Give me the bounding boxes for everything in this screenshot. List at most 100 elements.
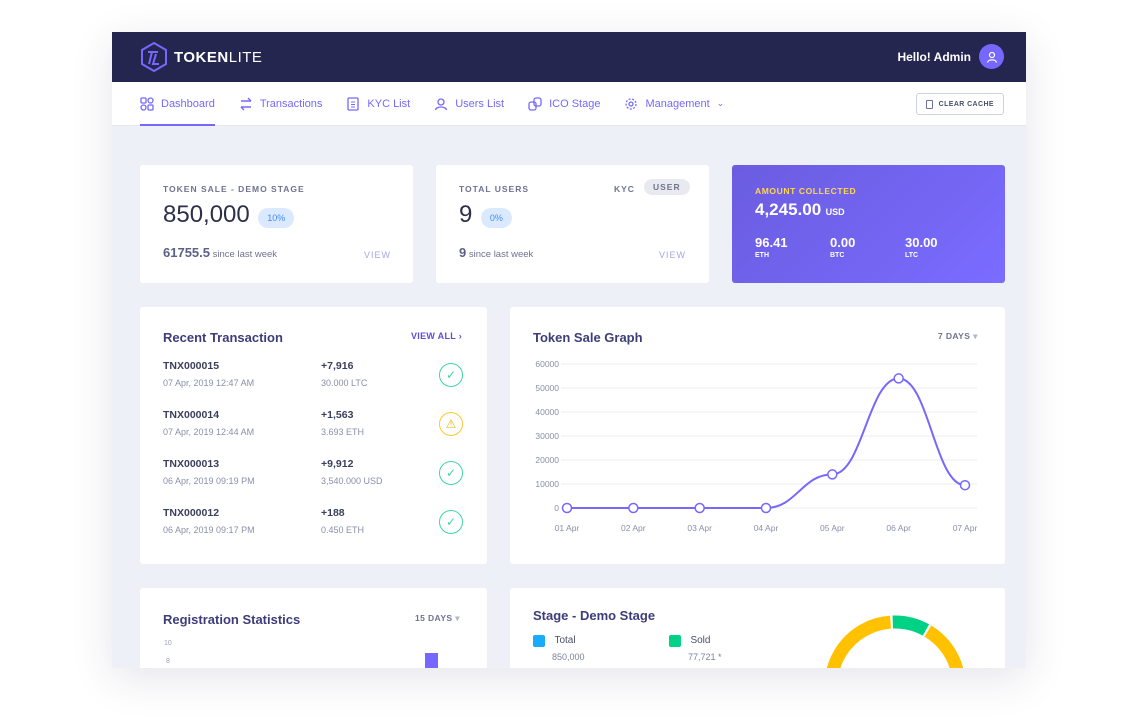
nav-kyc-list[interactable]: KYC List: [346, 82, 410, 126]
total-users-card: TOTAL USERS KYC USER 9 0% 9 since last w…: [436, 165, 709, 283]
amount-label: AMOUNT COLLECTED: [755, 186, 857, 196]
recent-title: Recent Transaction: [163, 330, 283, 345]
stage-donut-chart: [826, 615, 964, 668]
x-tick-label: 06 Apr: [886, 523, 911, 533]
legend-total: Total 850,000: [533, 632, 585, 663]
donut-unsold-segment: [826, 615, 964, 668]
nav-label: Users List: [455, 97, 505, 110]
tx-date: 06 Apr, 2019 09:17 PM: [163, 525, 255, 535]
x-tick-label: 05 Apr: [820, 523, 845, 533]
legend-swatch-total: [533, 634, 545, 647]
transaction-row[interactable]: TNX000015 07 Apr, 2019 12:47 AM +7,916 30.0…: [163, 360, 463, 409]
tx-currency: 3,540.000 USD: [321, 476, 383, 486]
users-pct-badge: 0%: [480, 207, 512, 228]
clipboard-icon: [925, 99, 933, 109]
transaction-row[interactable]: TNX000013 06 Apr, 2019 09:19 PM +9,912 3,54…: [163, 458, 463, 507]
token-sale-pct-badge: 10%: [258, 207, 295, 228]
tx-id: TNX000012: [163, 507, 220, 519]
amount-value: 4,245.00: [755, 200, 822, 219]
gear-icon: [625, 97, 638, 110]
data-point: [893, 373, 904, 384]
legend-label: Sold: [690, 635, 711, 647]
tx-date: 07 Apr, 2019 12:47 AM: [163, 378, 255, 388]
donut-sold-segment: [892, 615, 930, 636]
registration-stats-card: Registration Statistics 15 DAYS 10 8: [140, 588, 487, 668]
stage-card: Stage - Demo Stage Total 850,000 Sold 77…: [510, 588, 1005, 668]
data-point: [760, 502, 772, 514]
token-sale-line-chart: 0 10000 20000 30000 40000 50000 60000 01 Apr 02 …: [535, 359, 977, 533]
top-header: TOKEN LITE Hello! Admin: [112, 32, 1026, 82]
coin-btc: 0.00 BTC: [830, 235, 855, 259]
coin-name: BTC: [830, 252, 845, 259]
week-value: 61755.5: [163, 245, 210, 260]
y-tick-label: 50000: [535, 383, 559, 393]
recent-transactions-card: Recent Transaction VIEW ALL › TNX000015 0…: [140, 307, 487, 564]
transaction-row[interactable]: TNX000014 07 Apr, 2019 12:44 AM +1,563 3.69…: [163, 409, 463, 458]
coin-value: 96.41: [755, 235, 788, 250]
legend-value: 850,000: [552, 652, 585, 662]
coin-eth: 96.41 ETH: [755, 235, 788, 259]
tab-kyc[interactable]: KYC: [614, 184, 635, 194]
brand-name-bold: TOKEN: [174, 48, 229, 66]
tx-amount: +188: [321, 507, 345, 519]
token-sale-view-link[interactable]: VIEW: [364, 250, 392, 260]
grid-icon: [140, 96, 154, 111]
data-point: [694, 502, 705, 514]
view-all-label: VIEW ALL: [411, 331, 456, 341]
amount-collected-card: AMOUNT COLLECTED 4,245.00 USD 96.41 ETH 0…: [732, 165, 1005, 283]
swap-icon: [240, 97, 252, 110]
legend-value: 77,721 *: [688, 652, 722, 662]
nav-label: KYC List: [367, 97, 411, 110]
user-menu[interactable]: Hello! Admin: [897, 44, 1004, 69]
nav-ico-stage[interactable]: ICO Stage: [528, 82, 600, 126]
y-tick-label: 40000: [535, 407, 559, 417]
brand-logo[interactable]: TOKEN LITE: [140, 42, 262, 72]
clear-cache-label: CLEAR CACHE: [938, 100, 994, 108]
legend-swatch-sold: [669, 634, 681, 647]
total-users-label: TOTAL USERS: [459, 184, 530, 194]
data-point: [628, 502, 639, 514]
x-tick-label: 04 Apr: [754, 523, 779, 533]
document-icon: [347, 96, 360, 111]
users-view-link[interactable]: VIEW: [659, 250, 687, 260]
graph-range-dropdown[interactable]: 7 DAYS: [938, 331, 978, 342]
data-point: [561, 502, 573, 514]
y-tick-label: 10000: [535, 479, 559, 489]
token-sale-label: TOKEN SALE - DEMO STAGE: [163, 184, 305, 194]
clear-cache-button[interactable]: CLEAR CACHE: [915, 93, 1004, 115]
nav-transactions[interactable]: Transactions: [239, 82, 323, 126]
y-tick: 10: [164, 640, 172, 647]
warning-icon: ⚠: [439, 412, 463, 436]
registration-range-dropdown[interactable]: 15 DAYS: [415, 613, 460, 624]
tx-amount: +9,912: [321, 458, 354, 470]
chevron-right-icon: ›: [458, 331, 463, 341]
coin-value: 0.00: [830, 235, 856, 250]
token-sale-graph-card: Token Sale Graph 7 DAYS 0 10000 20000 30000…: [510, 307, 1005, 564]
user-icon: [986, 51, 997, 63]
total-users-value: 9: [459, 201, 473, 228]
data-point: [827, 469, 838, 480]
nav-label: Transactions: [259, 97, 323, 110]
view-all-link[interactable]: VIEW ALL ›: [411, 331, 462, 341]
check-icon: ✓: [439, 461, 463, 485]
token-sale-value: 850,000: [163, 201, 250, 228]
y-tick-label: 30000: [535, 431, 559, 441]
app-window: TOKEN LITE Hello! Admin Dashboard Transac…: [112, 32, 1026, 668]
brand-name-light: LITE: [228, 48, 263, 66]
legend-label: Total: [554, 635, 576, 647]
tx-id: TNX000014: [163, 409, 220, 421]
check-icon: ✓: [439, 363, 463, 387]
transaction-row[interactable]: TNX000012 06 Apr, 2019 09:17 PM +188 0.450 …: [163, 507, 463, 556]
nav-dashboard[interactable]: Dashboard: [140, 82, 215, 126]
tx-currency: 0.450 ETH: [321, 525, 365, 535]
coin-name: LTC: [905, 252, 919, 259]
tab-user[interactable]: USER: [644, 179, 690, 195]
nav-users-list[interactable]: Users List: [434, 82, 504, 126]
avatar[interactable]: [979, 44, 1004, 69]
nav-management[interactable]: Management ⌄: [624, 82, 724, 126]
chevron-down-icon: ⌄: [716, 98, 725, 108]
registration-bar: [425, 653, 438, 668]
tx-amount: +7,916: [321, 360, 354, 372]
graph-title: Token Sale Graph: [533, 330, 643, 345]
week-text: since last week: [468, 249, 534, 260]
